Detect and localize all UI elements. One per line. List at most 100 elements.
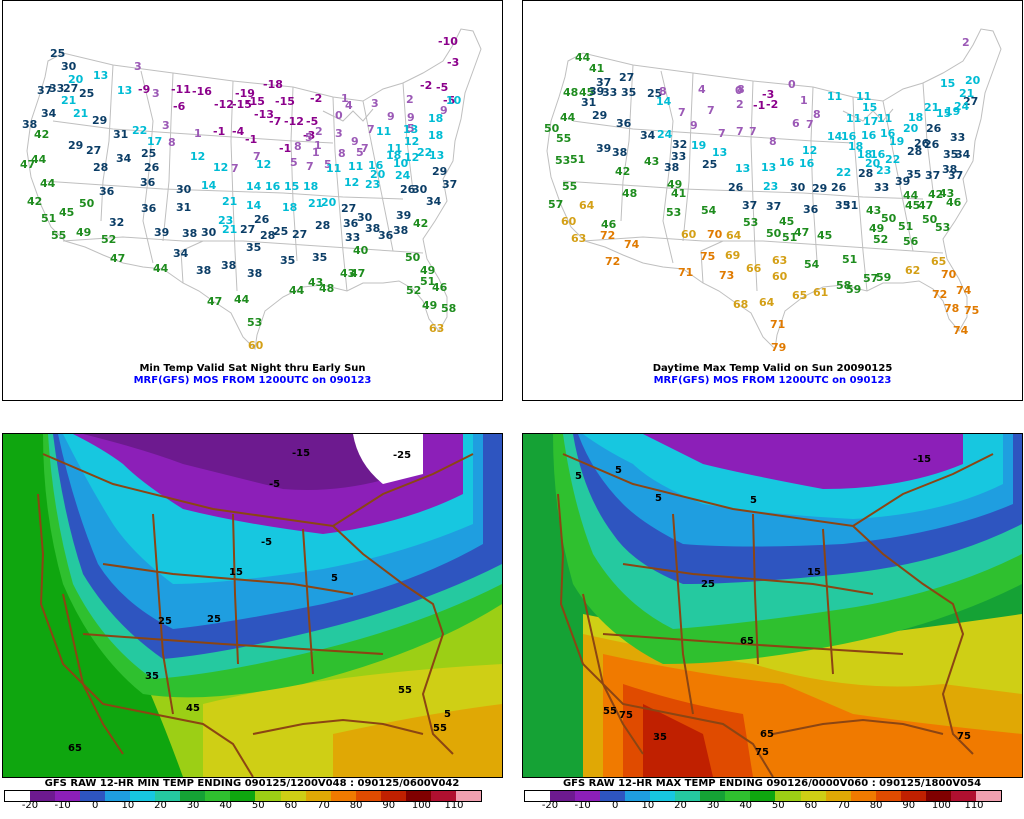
station-value: 36 — [803, 203, 819, 216]
color-swatch — [625, 791, 651, 801]
station-value: 21 — [222, 195, 238, 208]
color-swatch — [330, 791, 356, 801]
color-swatch — [775, 791, 801, 801]
station-value: 34 — [173, 247, 189, 260]
station-value: 13 — [93, 69, 109, 82]
station-value: 38 — [247, 267, 263, 280]
contour-map — [523, 434, 1022, 777]
station-value: 8 — [659, 85, 667, 98]
station-value: 57 — [863, 272, 879, 285]
station-value: 40 — [353, 244, 369, 257]
station-value: 18 — [428, 112, 444, 125]
contour-label: 5 — [750, 495, 757, 506]
station-value: 8 — [338, 147, 346, 160]
station-value: -3 — [762, 88, 775, 101]
station-value: 2 — [962, 36, 970, 49]
station-value: 36 — [141, 202, 157, 215]
station-value: 2 — [406, 93, 414, 106]
station-value: 13 — [735, 162, 751, 175]
station-value: 11 — [326, 162, 342, 175]
station-value: 31 — [581, 96, 597, 109]
station-value: 1 — [194, 127, 202, 140]
station-value: 72 — [600, 229, 616, 242]
station-value: 39 — [154, 226, 170, 239]
color-swatch — [130, 791, 156, 801]
station-value: 20 — [370, 168, 386, 181]
scale-tick-label: -10 — [574, 800, 591, 811]
station-value: 30 — [176, 183, 192, 196]
station-value: 26 — [254, 213, 270, 226]
station-value: 34 — [955, 148, 971, 161]
station-value: 20 — [865, 157, 881, 170]
scale-tick-label: 50 — [771, 800, 785, 811]
color-swatch — [575, 791, 601, 801]
station-value: 11 — [856, 90, 872, 103]
station-value: 15 — [940, 77, 956, 90]
station-value: 29 — [68, 139, 84, 152]
station-value: 16 — [880, 127, 896, 140]
station-value: 12 — [404, 151, 420, 164]
station-value: 43 — [340, 267, 356, 280]
station-value: 50 — [922, 213, 938, 226]
station-value: 18 — [848, 140, 864, 153]
station-value: 14 — [656, 95, 672, 108]
station-value: -2 — [310, 92, 323, 105]
station-value: 65 — [931, 255, 947, 268]
station-value: 79 — [771, 341, 787, 354]
station-value: -19 — [235, 87, 255, 100]
station-value: 30 — [201, 226, 217, 239]
station-value: -15 — [232, 98, 252, 111]
station-value: 37 — [925, 169, 941, 182]
station-value: 18 — [908, 111, 924, 124]
station-value: 28 — [907, 145, 923, 158]
station-value: 26 — [144, 161, 160, 174]
station-value: -6 — [173, 100, 186, 113]
station-value: 5 — [290, 156, 298, 169]
station-value: 11 — [877, 112, 893, 125]
gfs-max-temp-contour-panel: 5 5 5 -15 5 15 25 65 55 75 65 75 75 35 — [522, 433, 1023, 778]
station-value: 19 — [889, 135, 905, 148]
station-value: 16 — [870, 148, 886, 161]
station-value: 33 — [874, 181, 890, 194]
station-value: 9 — [690, 119, 698, 132]
station-value: 13 — [761, 161, 777, 174]
station-value: 34 — [426, 195, 442, 208]
station-value: 42 — [928, 188, 944, 201]
scale-tick-label: 0 — [612, 800, 619, 811]
station-value: 0 — [788, 78, 796, 91]
station-value: 12 — [344, 176, 360, 189]
station-value: 7 — [718, 127, 726, 140]
station-value: 31 — [113, 128, 129, 141]
gfs-min-temp-contour-panel: -15 -25 -5 -5 5 15 25 25 35 45 55 65 55 5 — [2, 433, 503, 778]
station-value: 3 — [152, 87, 160, 100]
station-value: 46 — [946, 196, 962, 209]
station-value: 38 — [196, 264, 212, 277]
contour-label: 35 — [145, 671, 159, 682]
color-swatch — [105, 791, 131, 801]
station-value: -1 — [245, 133, 258, 146]
contour-label: -15 — [913, 454, 932, 465]
station-value: 50 — [405, 251, 421, 264]
station-value: 35 — [621, 86, 637, 99]
station-value: 51 — [842, 253, 858, 266]
station-value: -1 — [279, 142, 292, 155]
station-value: -4 — [232, 125, 245, 138]
contour-label: 5 — [575, 471, 582, 482]
station-value: 3 — [162, 119, 170, 132]
station-value: 35 — [835, 199, 851, 212]
station-value: 21 — [308, 197, 324, 210]
station-value: 31 — [843, 199, 859, 212]
station-value: 44 — [903, 189, 919, 202]
station-value: 1 — [312, 146, 320, 159]
station-value: 12 — [190, 150, 206, 163]
scale-tick-label: 60 — [804, 800, 818, 811]
station-value: 49 — [422, 299, 438, 312]
station-value: 75 — [700, 250, 716, 263]
contour-label: -15 — [292, 448, 311, 459]
station-value: 38 — [365, 222, 381, 235]
station-value: 16 — [779, 156, 795, 169]
station-value: -16 — [192, 85, 212, 98]
station-value: 38 — [612, 146, 628, 159]
station-value: -1 — [213, 125, 226, 138]
station-value: 35 — [312, 251, 328, 264]
